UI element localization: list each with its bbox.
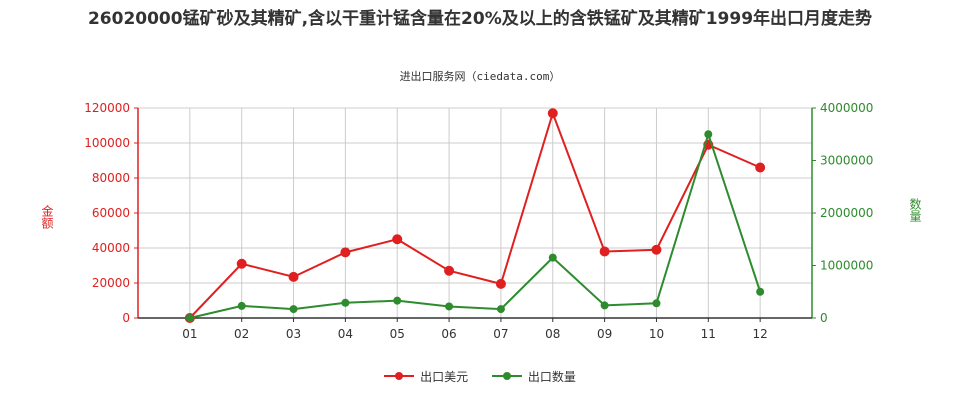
y-right-tick-label: 1000000 bbox=[820, 259, 873, 273]
data-point-series-1 bbox=[495, 278, 506, 289]
y-left-tick-label: 80000 bbox=[92, 171, 130, 185]
source-label: 进出口服务网（ciedata.com） bbox=[399, 70, 561, 83]
data-point-series-1 bbox=[236, 258, 247, 269]
x-tick-label: 01 bbox=[182, 327, 197, 341]
data-point-series-2 bbox=[496, 305, 505, 314]
y-left-tick-label: 60000 bbox=[92, 206, 130, 220]
data-point-series-2 bbox=[185, 314, 194, 322]
data-point-series-2 bbox=[548, 253, 557, 262]
y-left-tick-label: 100000 bbox=[84, 136, 130, 150]
x-tick-label: 08 bbox=[545, 327, 560, 341]
axis-layer: 0 20000 40000 60000 80000 100000 120000 0 100000… bbox=[84, 101, 873, 341]
chart-title: 26020000锰矿砂及其精矿,含以干重计锰含量在20%及以上的含铁锰矿及其精矿… bbox=[87, 9, 873, 29]
data-point-series-1 bbox=[392, 234, 403, 245]
legend-swatch-series-2 bbox=[491, 372, 522, 380]
data-point-series-1 bbox=[340, 247, 351, 258]
y-right-tick-label: 3000000 bbox=[820, 154, 873, 168]
y-left-tick-label: 20000 bbox=[92, 276, 130, 290]
series-line-1 bbox=[189, 110, 761, 319]
y-right-tick-label: 0 bbox=[820, 311, 828, 325]
x-tick-label: 07 bbox=[493, 327, 508, 341]
x-tick-label: 04 bbox=[338, 327, 353, 341]
legend-item-series-2[interactable]: 出口数量 bbox=[491, 368, 576, 385]
data-point-series-2 bbox=[445, 302, 454, 311]
x-tick-label: 11 bbox=[701, 327, 716, 341]
x-tick-label: 06 bbox=[441, 327, 456, 341]
legend-swatch-series-1 bbox=[384, 372, 415, 380]
series-line-2 bbox=[189, 130, 762, 319]
legend: 出口美元 出口数量 bbox=[0, 366, 960, 385]
y-left-tick-label: 40000 bbox=[92, 241, 130, 255]
data-point-series-2 bbox=[237, 301, 246, 310]
legend-item-series-1[interactable]: 出口美元 bbox=[384, 368, 468, 385]
y-axis-left-title: 金额 bbox=[40, 205, 54, 229]
data-point-series-1 bbox=[599, 246, 610, 257]
data-point-series-2 bbox=[652, 299, 661, 308]
data-point-series-1 bbox=[755, 162, 766, 173]
data-point-series-1 bbox=[288, 271, 299, 282]
legend-label-series-2: 出口数量 bbox=[527, 369, 576, 384]
data-point-series-2 bbox=[393, 296, 402, 305]
data-point-series-2 bbox=[756, 287, 765, 296]
x-tick-label: 03 bbox=[286, 327, 301, 341]
x-tick-label: 05 bbox=[390, 327, 405, 341]
y-left-tick-label: 0 bbox=[122, 311, 130, 325]
x-tick-label: 09 bbox=[597, 327, 612, 341]
data-point-series-1 bbox=[547, 108, 558, 119]
y-axis-right-title: 数量 bbox=[908, 198, 922, 222]
data-point-series-1 bbox=[651, 244, 662, 255]
data-point-series-2 bbox=[704, 130, 713, 139]
data-point-series-2 bbox=[289, 305, 298, 314]
y-left-tick-label: 120000 bbox=[84, 101, 130, 115]
data-point-series-1 bbox=[444, 265, 455, 276]
x-tick-label: 02 bbox=[234, 327, 249, 341]
x-tick-label: 12 bbox=[753, 327, 768, 341]
legend-label-series-1: 出口美元 bbox=[420, 369, 469, 384]
data-point-series-2 bbox=[341, 298, 350, 307]
y-right-tick-label: 4000000 bbox=[820, 101, 873, 115]
data-point-series-2 bbox=[600, 301, 609, 310]
x-tick-label: 10 bbox=[649, 327, 664, 341]
series-layer bbox=[184, 108, 766, 323]
y-right-tick-label: 2000000 bbox=[820, 206, 873, 220]
